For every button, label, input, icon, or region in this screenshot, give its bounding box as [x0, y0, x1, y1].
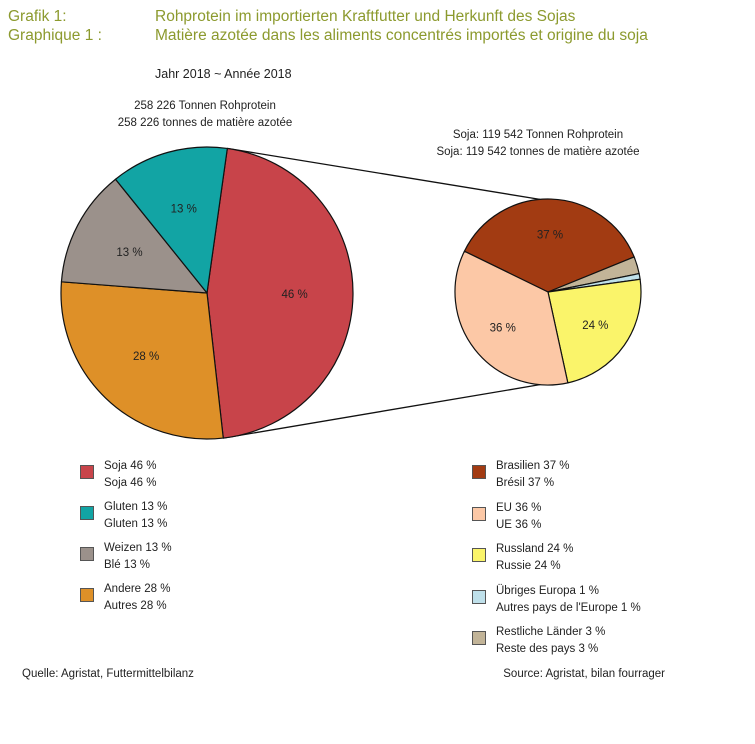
legend-label-de: Russland 24 % — [496, 543, 574, 555]
source-de: Quelle: Agristat, Futtermittelbilanz — [22, 668, 194, 680]
legend-1-item-0: Brasilien 37 % Brésil 37 % — [472, 458, 755, 494]
legend-swatch — [472, 589, 486, 604]
legend-label-de: Brasilien 37 % — [496, 460, 570, 472]
right-note-fr: Soja: 119 542 tonnes de matière azotée — [436, 146, 640, 158]
legend-label-de: Soja 46 % — [104, 460, 157, 472]
legend-label-de: Gluten 13 % — [104, 501, 168, 513]
pie-left: 46 % 28 % 13 % 13 % — [60, 146, 354, 440]
legend-label-de: Restliche Länder 3 % — [496, 626, 606, 638]
legend-label-de: Andere 28 % — [104, 583, 171, 595]
legend-label-de: Übriges Europa 1 % — [496, 584, 599, 597]
legend-label-fr: Autres 28 % — [104, 600, 167, 612]
legend-label-fr: Gluten 13 % — [104, 518, 168, 530]
legend-swatch — [472, 548, 486, 562]
legend-label-de: EU 36 % — [496, 501, 542, 514]
pie-1-label-4: 36 % — [490, 323, 516, 335]
pie-1-label-3: 24 % — [582, 320, 608, 332]
pie-right: 37 % 24 % 36 % — [454, 198, 642, 386]
header-label-de: Grafik 1: — [8, 8, 67, 25]
right-note-de: Soja: 119 542 Tonnen Rohprotein — [452, 129, 624, 141]
legend-0-item-0: Soja 46 % Soja 46 % — [80, 458, 380, 494]
pie-0-slice-3 — [114, 146, 228, 294]
legend-swatch — [472, 506, 486, 521]
pie-0-slice-1 — [60, 281, 224, 440]
pie-0-slice-0 — [206, 147, 354, 439]
legend-1-item-4: EU 36 % UE 36 % — [472, 500, 755, 536]
right-pie-total-note: Soja: 119 542 Tonnen Rohprotein Soja: 11… — [418, 127, 658, 161]
legend-swatch — [472, 465, 486, 479]
pie-0-label-1: 28 % — [133, 351, 159, 363]
connector-line-top — [227, 147, 540, 200]
legend-label-fr: Russie 24 % — [496, 560, 561, 572]
legend-swatch — [80, 465, 94, 479]
legend-label-fr: Soja 46 % — [104, 477, 157, 489]
pie-0-label-0: 46 % — [281, 289, 307, 301]
legend-label-fr: Blé 13 % — [104, 559, 151, 571]
legend-label-de: Weizen 13 % — [104, 542, 172, 554]
pie-1-slice-0 — [463, 198, 635, 293]
pie-0-label-2: 13 % — [116, 247, 142, 259]
pie-0-label-3: 13 % — [171, 204, 197, 216]
legend-label-fr: Reste des pays 3 % — [496, 643, 599, 655]
pie-1-slice-4 — [454, 250, 569, 386]
legend-0-item-2: Weizen 13 % Blé 13 % — [80, 540, 380, 576]
left-note-fr: 258 226 tonnes de matière azotée — [117, 117, 293, 129]
legend-1-item-2: Übriges Europa 1 % Autres pays de l'Europ… — [472, 583, 755, 619]
legend-0-item-1: Andere 28 % Autres 28 % — [80, 581, 380, 617]
legend-swatch — [80, 588, 94, 602]
legend-swatch — [472, 631, 486, 645]
left-pie-total-note: 258 226 Tonnen Rohprotein 258 226 tonnes… — [100, 98, 310, 132]
pie-0-slice-2 — [60, 178, 208, 294]
pie-1-slice-3 — [547, 278, 642, 384]
chart-title-fr: Matière azotée dans les aliments concent… — [155, 27, 648, 44]
legend-label-fr: Brésil 37 % — [496, 477, 555, 489]
legend-1-item-1: Restliche Länder 3 % Reste des pays 3 % — [472, 624, 755, 660]
legend-label-fr: Autres pays de l'Europe 1 % — [496, 601, 641, 614]
legend-swatch — [80, 506, 94, 520]
chart-title-de: Rohprotein im importierten Kraftfutter u… — [155, 8, 576, 25]
header-label-fr: Graphique 1 : — [8, 27, 102, 44]
left-note-de: 258 226 Tonnen Rohprotein — [134, 100, 276, 112]
source-fr: Source: Agristat, bilan fourrager — [503, 668, 665, 680]
legend-1-item-3: Russland 24 % Russie 24 % — [472, 541, 755, 577]
pie-1-label-0: 37 % — [537, 229, 563, 241]
chart-year: Jahr 2018 ~ Année 2018 — [155, 67, 292, 81]
legend-0-item-3: Gluten 13 % Gluten 13 % — [80, 499, 380, 535]
connector-line-bottom — [223, 384, 541, 439]
legend-swatch — [80, 547, 94, 561]
legend-label-fr: UE 36 % — [496, 518, 542, 531]
